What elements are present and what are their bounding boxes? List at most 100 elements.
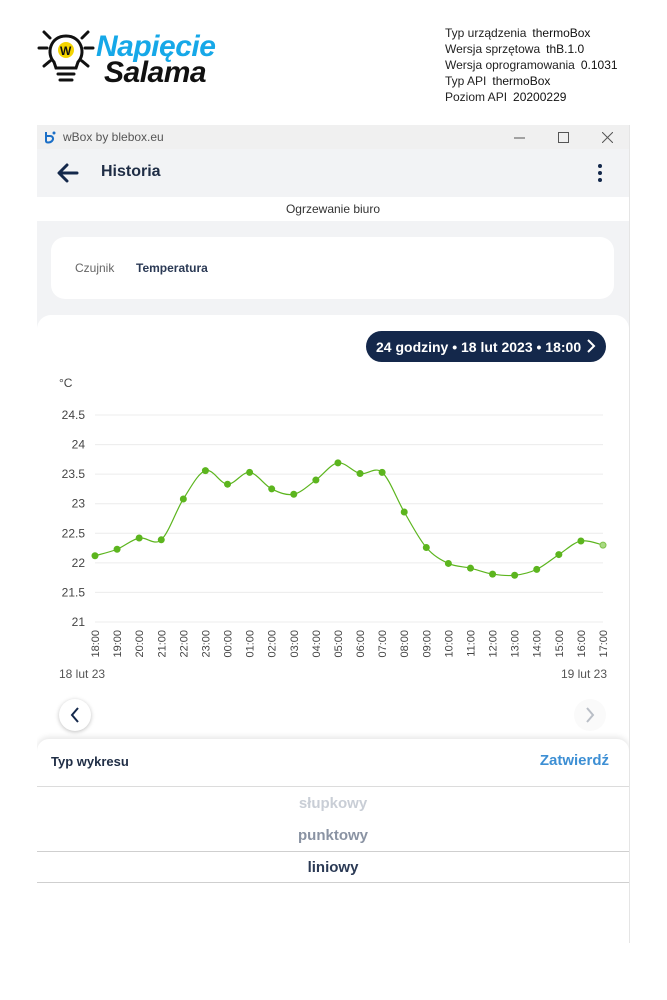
- y-tick-label: 24: [72, 438, 86, 452]
- page-title: Historia: [101, 163, 161, 180]
- window-titlebar: wBox by blebox.eu: [37, 125, 629, 149]
- data-point: [599, 541, 607, 549]
- previous-period-button[interactable]: [59, 699, 91, 731]
- x-tick-label: 02:00: [267, 630, 279, 658]
- more-vertical-icon[interactable]: [597, 163, 603, 183]
- data-point: [224, 480, 232, 488]
- app-bar: Historia: [37, 149, 629, 197]
- device-info-row: Poziom API 20200229: [445, 90, 567, 104]
- data-point: [466, 564, 474, 572]
- brand-line1: Napięcie: [96, 30, 216, 63]
- svg-text:W: W: [60, 44, 72, 58]
- window-title: wBox by blebox.eu: [63, 130, 164, 144]
- lightbulb-icon: W: [37, 30, 95, 82]
- x-tick-label: 04:00: [311, 630, 323, 658]
- x-tick-label: 16:00: [576, 630, 588, 658]
- x-tick-label: 05:00: [333, 630, 345, 658]
- x-tick-label: 19:00: [112, 630, 124, 658]
- close-button[interactable]: [585, 125, 629, 149]
- chart-type-sheet: Typ wykresu Zatwierdź słupkowy punktowy …: [37, 739, 629, 943]
- x-tick-label: 09:00: [421, 630, 433, 658]
- period-selector[interactable]: 24 godziny • 18 lut 2023 • 18:00: [366, 331, 606, 362]
- close-icon: [601, 131, 613, 143]
- start-date-label: 18 lut 23: [59, 667, 105, 681]
- device-info-panel: Typ urządzenia thermoBox Wersja sprzętowa…: [445, 25, 618, 105]
- data-point: [290, 490, 298, 498]
- device-info-row: Wersja sprzętowa thB.1.0: [445, 42, 585, 56]
- data-point: [135, 534, 143, 542]
- data-point: [511, 571, 519, 579]
- brand-logo: W Napięcie Salama: [36, 26, 216, 90]
- x-tick-label: 06:00: [355, 630, 367, 658]
- x-tick-label: 22:00: [178, 630, 190, 658]
- maximize-icon: [557, 131, 569, 143]
- minimize-button[interactable]: [497, 125, 541, 149]
- data-point: [356, 470, 364, 478]
- x-tick-label: 20:00: [134, 630, 146, 658]
- x-tick-label: 14:00: [532, 630, 544, 658]
- data-point: [334, 459, 342, 467]
- data-point: [246, 468, 254, 476]
- data-point: [113, 545, 121, 553]
- maximize-button[interactable]: [541, 125, 585, 149]
- picker-selection-bottom-line: [37, 882, 629, 883]
- minimize-icon: [513, 137, 525, 138]
- x-tick-label: 17:00: [598, 630, 610, 658]
- chevron-right-icon: [586, 707, 595, 723]
- y-tick-label: 22.5: [62, 526, 86, 540]
- x-tick-label: 07:00: [377, 630, 389, 658]
- y-axis-unit: °C: [59, 376, 73, 390]
- x-tick-label: 13:00: [510, 630, 522, 658]
- x-tick-label: 12:00: [488, 630, 500, 658]
- sheet-divider: [37, 786, 629, 787]
- chevron-left-icon: [70, 707, 79, 723]
- data-point: [533, 565, 541, 573]
- device-info-row: Wersja oprogramowania 0.1031: [445, 58, 618, 72]
- device-info-row: Typ urządzenia thermoBox: [445, 26, 591, 40]
- data-point: [422, 543, 430, 551]
- y-tick-label: 23.5: [62, 467, 86, 481]
- picker-selection-top-line: [37, 851, 629, 852]
- picker-option-scatter[interactable]: punktowy: [298, 827, 368, 844]
- data-point: [157, 536, 165, 544]
- period-label: 24 godziny • 18 lut 2023 • 18:00: [376, 338, 582, 355]
- chevron-right-icon: [587, 339, 596, 353]
- data-point: [489, 570, 497, 578]
- data-point: [378, 468, 386, 476]
- y-tick-label: 22: [72, 556, 86, 570]
- data-point: [268, 485, 276, 493]
- x-tick-label: 01:00: [245, 630, 257, 658]
- data-point: [312, 476, 320, 484]
- sensor-selector[interactable]: Czujnik Temperatura: [51, 237, 614, 299]
- back-arrow-icon[interactable]: [57, 163, 79, 183]
- device-info-row: Typ API thermoBox: [445, 74, 551, 88]
- chart-card: 24 godziny • 18 lut 2023 • 18:00 °C 24.5 2…: [37, 315, 629, 755]
- device-name: Ogrzewanie biuro: [37, 197, 629, 221]
- app-window: wBox by blebox.eu Historia Ogrzewanie bi…: [37, 125, 630, 943]
- picker-option-bar[interactable]: słupkowy: [298, 795, 368, 812]
- x-tick-label: 23:00: [200, 630, 212, 658]
- series-line: [94, 462, 604, 577]
- next-period-button[interactable]: [574, 699, 606, 731]
- data-point: [577, 537, 585, 545]
- data-point: [444, 559, 452, 567]
- brand-line2: Salama: [104, 56, 207, 89]
- x-tick-label: 03:00: [289, 630, 301, 658]
- picker-option-line[interactable]: liniowy: [307, 859, 359, 876]
- confirm-button[interactable]: Zatwierdź: [539, 752, 609, 769]
- y-tick-label: 24.5: [62, 408, 86, 422]
- data-point: [555, 551, 563, 559]
- x-tick-label: 18:00: [90, 630, 102, 658]
- sensor-value: Temperatura: [136, 261, 208, 275]
- blebox-logo-icon: [45, 131, 56, 144]
- x-tick-label: 10:00: [443, 630, 455, 658]
- data-point: [201, 467, 209, 475]
- data-point: [91, 552, 99, 560]
- x-tick-label: 00:00: [223, 630, 235, 658]
- temperature-line-chart: °C 24.5 24 23.5 23 22.5 22 21.5 21 18:00 19:00 20:0…: [59, 376, 610, 681]
- x-tick-label: 15:00: [554, 630, 566, 658]
- sheet-title: Typ wykresu: [51, 754, 129, 769]
- data-point: [400, 508, 408, 516]
- y-tick-label: 21: [72, 615, 86, 629]
- y-tick-label: 21.5: [62, 585, 86, 599]
